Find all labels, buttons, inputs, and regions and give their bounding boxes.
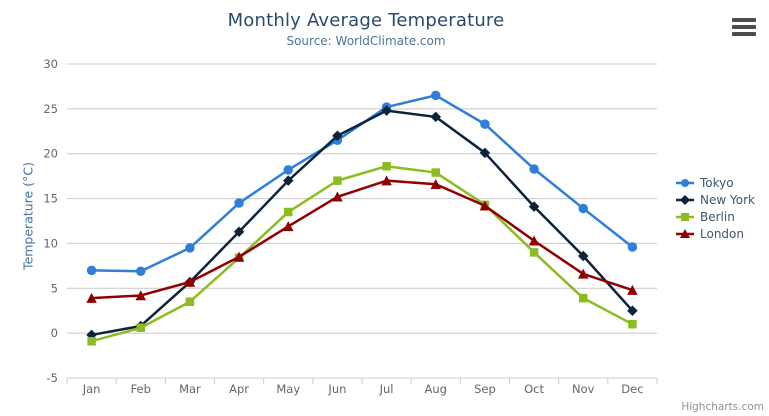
legend-item-berlin[interactable]: Berlin [676,208,755,225]
x-axis-label: Mar [179,382,201,396]
data-point-berlin[interactable] [382,162,391,171]
data-point-berlin[interactable] [579,293,588,303]
x-axis-label: Jun [327,382,346,396]
data-point-london[interactable] [283,221,294,232]
data-point-tokyo[interactable] [627,242,638,252]
x-axis-label: Aug [425,382,447,396]
legend-marker-icon [676,212,694,221]
legend-item-label: New York [700,192,755,207]
x-axis-label: Feb [131,382,151,396]
data-point-new-york[interactable] [233,226,245,238]
series-line-new-york [90,109,634,337]
series-line-tokyo [90,94,634,273]
data-point-berlin[interactable] [87,336,96,346]
legend-item-label: Tokyo [700,175,734,190]
y-axis-label: 10 [43,236,58,250]
y-axis-label: 20 [43,147,58,161]
x-axis-label: Nov [572,382,595,396]
legend-marker-icon [676,194,694,205]
y-axis-label: 30 [43,57,58,71]
y-axis-label: 15 [43,192,58,206]
data-point-london[interactable] [479,200,491,211]
legend-item-label: London [700,226,744,241]
credits-link[interactable]: Highcharts.com [681,401,764,413]
legend-marker-icon [676,178,694,187]
data-point-new-york[interactable] [430,111,442,123]
data-point-tokyo[interactable] [283,165,294,175]
data-point-london[interactable] [578,268,589,279]
legend-item-new-york[interactable]: New York [676,191,755,208]
legend-item-label: Berlin [700,209,735,224]
data-point-berlin[interactable] [529,248,539,257]
data-point-new-york[interactable] [578,250,589,262]
hamburger-icon [732,18,756,22]
legend-item-tokyo[interactable]: Tokyo [676,174,755,191]
data-point-tokyo[interactable] [234,198,244,208]
y-axis-label: 0 [51,326,58,340]
chart-subtitle: Source: WorldClimate.com [286,34,446,48]
x-axis-label: Jan [82,382,101,396]
data-point-new-york[interactable] [528,201,540,212]
data-point-tokyo[interactable] [529,164,539,174]
data-point-tokyo[interactable] [86,265,97,276]
data-point-london[interactable] [627,284,638,295]
data-point-london[interactable] [381,175,392,186]
data-point-berlin[interactable] [431,168,441,177]
data-point-london[interactable] [430,178,442,189]
y-axis-label: 25 [43,102,58,116]
data-point-tokyo[interactable] [578,203,589,214]
hamburger-icon [732,32,756,36]
chart-title: Monthly Average Temperature [227,10,505,31]
data-point-london[interactable] [332,191,343,202]
export-menu-button[interactable] [730,16,758,38]
x-axis-label: Apr [229,382,249,396]
diamond-marker-icon [680,194,690,205]
data-point-berlin[interactable] [333,176,342,185]
circle-marker-icon [681,178,689,187]
series-line-london [90,179,634,300]
data-point-london[interactable] [528,235,540,246]
data-point-berlin[interactable] [185,297,195,306]
data-point-berlin[interactable] [284,207,293,217]
data-point-london[interactable] [184,276,196,287]
data-point-tokyo[interactable] [185,243,195,253]
data-point-london[interactable] [135,290,147,301]
triangle-marker-icon [680,228,690,238]
data-point-london[interactable] [86,292,97,303]
data-point-london[interactable] [233,251,245,262]
data-point-new-york[interactable] [283,175,294,186]
legend: Tokyo New York Berlin London [676,174,755,242]
legend-item-london[interactable]: London [676,225,755,242]
y-axis-label: -5 [47,371,58,385]
x-axis-label: May [276,382,300,396]
data-point-new-york[interactable] [381,105,392,116]
data-point-tokyo[interactable] [480,119,490,129]
data-point-new-york[interactable] [332,130,343,142]
x-axis-label: Jul [379,382,394,396]
x-axis-label: Sep [474,382,496,396]
x-axis-label: Oct [524,382,544,396]
x-axis-label: Dec [621,382,643,396]
data-point-new-york[interactable] [627,305,638,316]
data-point-new-york[interactable] [479,147,491,159]
data-point-berlin[interactable] [628,319,637,329]
data-point-tokyo[interactable] [431,90,441,101]
square-marker-icon [681,212,689,221]
hamburger-icon [732,25,756,29]
data-point-berlin[interactable] [136,323,146,333]
series-line-berlin [90,165,634,343]
y-axis-label: 5 [51,281,58,295]
data-point-tokyo[interactable] [136,266,146,276]
legend-marker-icon [676,228,694,238]
